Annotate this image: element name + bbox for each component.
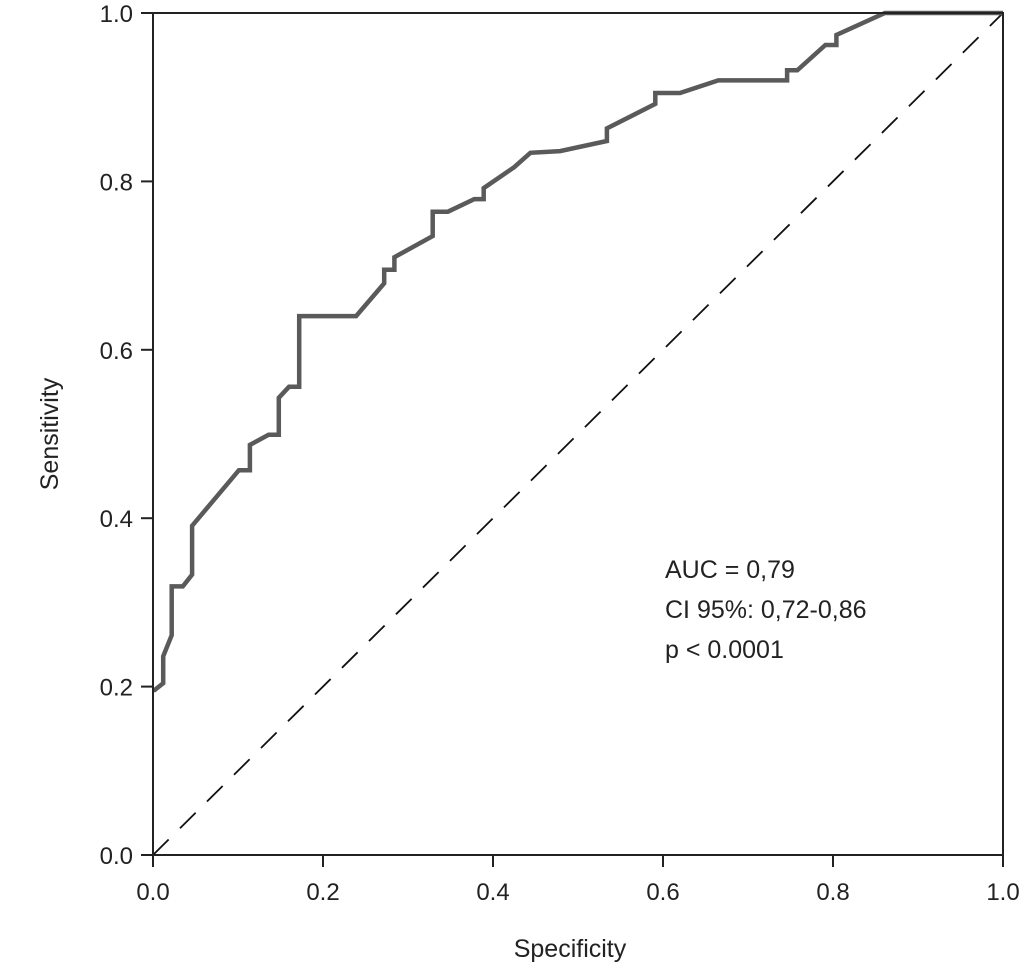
- x-tick-label: 0.2: [306, 879, 339, 906]
- y-axis-ticks: 0.0 0.2 0.4 0.6 0.8 1.0: [100, 1, 153, 870]
- y-tick-label: 0.8: [100, 169, 133, 196]
- roc-curve-line: [153, 10, 1003, 693]
- x-tick-label: 0.0: [136, 879, 169, 906]
- annotation-ci: CI 95%: 0,72-0,86: [665, 596, 867, 624]
- x-tick-label: 0.8: [816, 879, 849, 906]
- y-tick-label: 0.2: [100, 675, 133, 702]
- x-axis-ticks: 0.0 0.2 0.4 0.6 0.8 1.0: [136, 855, 1020, 906]
- plot-frame: [152, 12, 1004, 856]
- x-tick-label: 1.0: [986, 879, 1019, 906]
- y-tick-label: 0.4: [100, 506, 133, 533]
- y-axis-label: Sensitivity: [36, 377, 64, 490]
- annotation-auc: AUC = 0,79: [665, 556, 795, 584]
- x-axis-label: Specificity: [514, 935, 627, 963]
- y-tick-label: 0.0: [100, 843, 133, 870]
- annotation-p-value: p < 0.0001: [665, 636, 784, 664]
- x-tick-label: 0.6: [646, 879, 679, 906]
- reference-diagonal-line: [152, 12, 1004, 856]
- x-tick-label: 0.4: [476, 879, 509, 906]
- y-tick-label: 0.6: [100, 338, 133, 365]
- y-tick-label: 1.0: [100, 1, 133, 28]
